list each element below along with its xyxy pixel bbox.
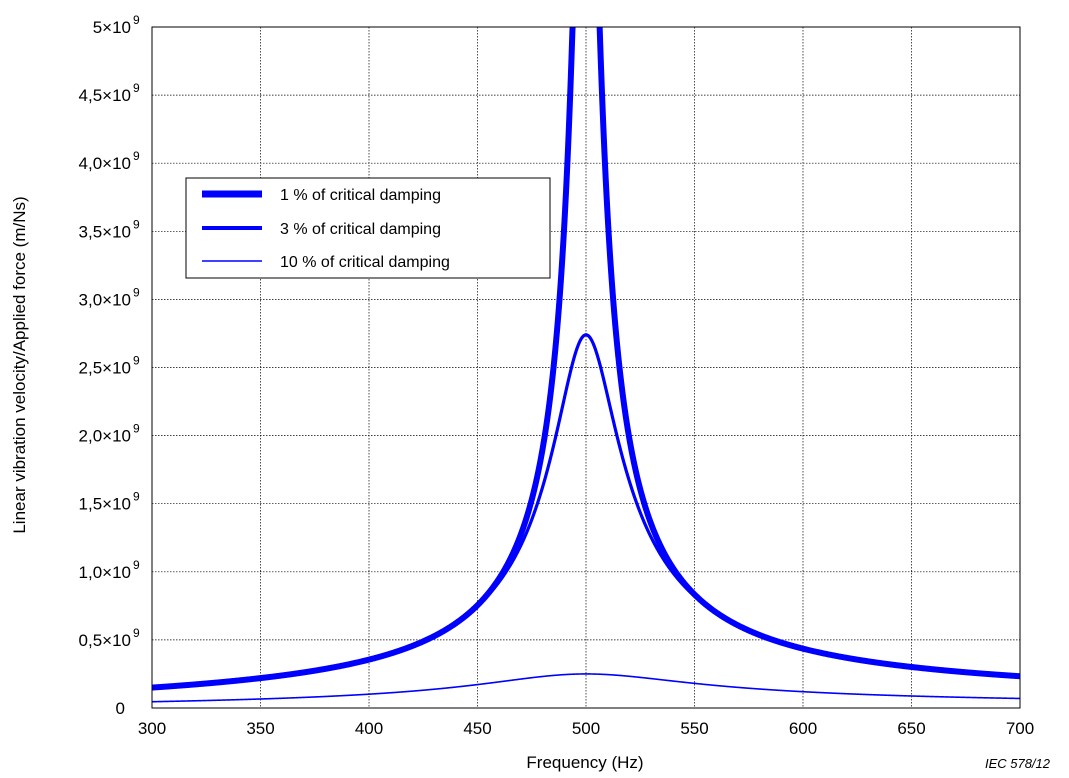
- y-tick-label: 3,0×10: [79, 290, 131, 309]
- series-line-10pct: [152, 673, 1020, 703]
- y-tick-exponent: 9: [133, 422, 140, 436]
- y-tick-label: 4,5×10: [79, 86, 131, 105]
- y-tick-label: 2,0×10: [79, 427, 131, 446]
- x-axis-label: Frequency (Hz): [526, 753, 643, 772]
- x-tick-label: 500: [572, 719, 600, 738]
- x-tick-label: 700: [1006, 719, 1034, 738]
- x-tick-label: 300: [138, 719, 166, 738]
- x-tick-label: 600: [789, 719, 817, 738]
- y-tick-label: 5×10: [93, 18, 131, 37]
- plot-frame: [151, 26, 1021, 709]
- y-axis-label: Linear vibration velocity/Applied force …: [10, 196, 29, 533]
- y-tick-exponent: 9: [133, 149, 140, 163]
- legend-entry-10pct: 10 % of critical damping: [280, 254, 450, 271]
- y-tick-label: 0,5×10: [79, 631, 131, 650]
- x-axis-ticks: 300 350 400 450 500 550 600 650 700: [138, 719, 1034, 738]
- y-axis-ticks: 00,5×10 91,0×10 91,5×10 92,0×10 92,5×10 93,0×…: [79, 13, 140, 718]
- y-tick-exponent: 9: [133, 558, 140, 572]
- y-tick-exponent: 9: [133, 490, 140, 504]
- figure-credit: IEC 578/12: [985, 756, 1051, 771]
- legend-entry-1pct: 1 % of critical damping: [280, 187, 441, 204]
- y-tick-label: 1,5×10: [79, 495, 131, 514]
- legend-entry-3pct: 3 % of critical damping: [280, 221, 441, 238]
- x-tick-label: 400: [355, 719, 383, 738]
- y-tick-exponent: 9: [133, 285, 140, 299]
- legend: 1 % of critical damping 3 % of critical …: [185, 177, 551, 279]
- y-tick-exponent: 9: [133, 13, 140, 27]
- y-tick-exponent: 9: [133, 354, 140, 368]
- x-tick-label: 650: [897, 719, 925, 738]
- y-tick-exponent: 9: [133, 217, 140, 231]
- series-line-3pct: [152, 333, 1020, 689]
- y-tick-exponent: 9: [133, 81, 140, 95]
- y-tick-label: 3,5×10: [79, 222, 131, 241]
- x-tick-label: 550: [680, 719, 708, 738]
- grid: [152, 27, 1020, 708]
- y-tick-label: 4,0×10: [79, 154, 131, 173]
- series-lines: [152, 27, 1020, 703]
- y-tick-label: 2,5×10: [79, 359, 131, 378]
- x-tick-label: 450: [463, 719, 491, 738]
- x-tick-label: 350: [246, 719, 274, 738]
- y-tick-label: 0: [116, 699, 125, 718]
- y-tick-label: 1,0×10: [79, 563, 131, 582]
- y-tick-exponent: 9: [133, 626, 140, 640]
